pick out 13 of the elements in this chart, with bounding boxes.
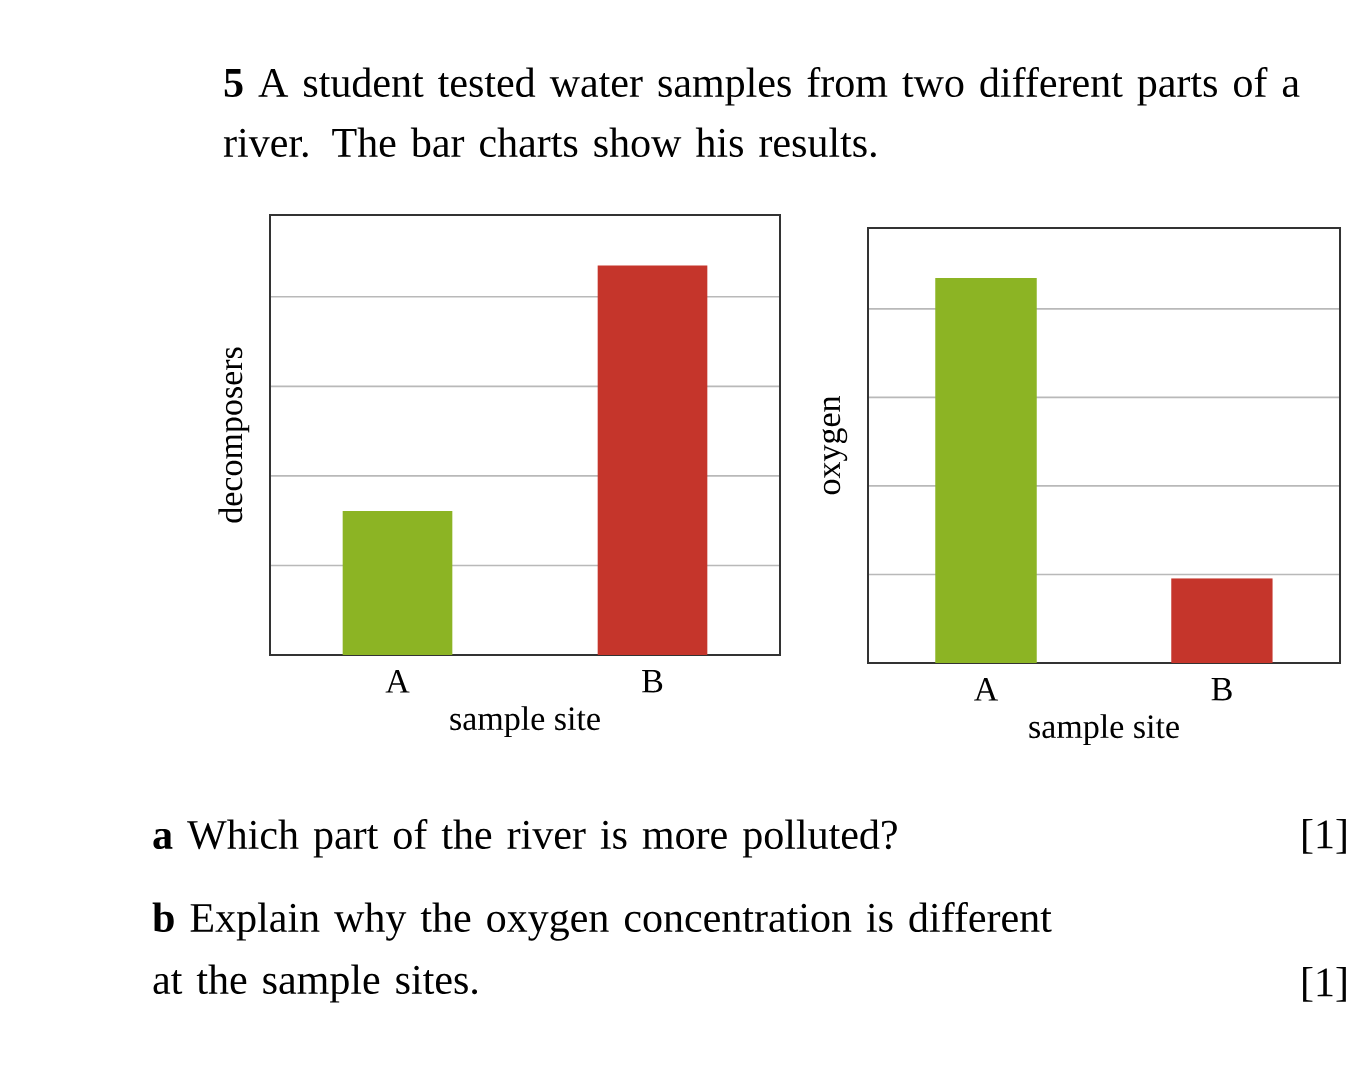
x-axis-title: sample site (450, 706, 600, 738)
x-tick-label: A (974, 678, 999, 701)
text: a Which part of the river is more polluted? (153, 819, 897, 858)
chart-title: 5 A student tested water samples from two different parts of a river. The bar charts show his results. (223, 67, 1300, 158)
x-tick-label: B (1211, 678, 1232, 701)
y-axis-title: decomposers (218, 347, 250, 523)
x-tick-label: A (385, 670, 410, 693)
x-tick-label: B (642, 670, 663, 693)
text: [1] (1303, 967, 1346, 1002)
text: b Explain why the oxygen concentration is different at the sample sites. (152, 902, 1052, 1003)
text: [1] (1303, 819, 1346, 854)
x-axis-title: sample site (1029, 714, 1179, 746)
y-axis-title: oxygen (822, 395, 848, 495)
